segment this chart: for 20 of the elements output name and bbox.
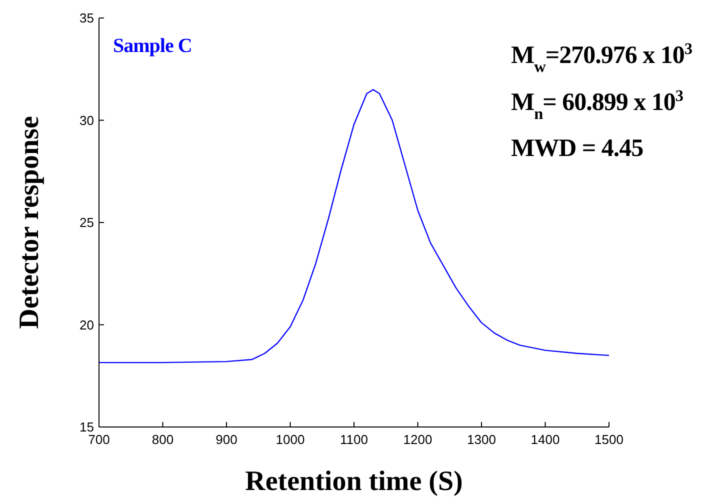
annotation: Sample C <box>113 35 192 57</box>
x-tick-label: 800 <box>152 432 174 447</box>
y-tick-label: 35 <box>80 10 94 26</box>
y-tick-label: 15 <box>80 420 94 434</box>
y-axis-title: Detector response <box>14 116 45 329</box>
y-tick-label: 20 <box>80 317 94 332</box>
x-tick-label: 1000 <box>276 432 305 447</box>
y-tick-label: 25 <box>80 215 94 230</box>
x-tick-label: 1200 <box>403 432 432 447</box>
x-tick-label: 1400 <box>530 432 560 447</box>
x-axis-title: Retention time (S) <box>245 466 463 497</box>
annotation: M$_{w}$=270.976 x 10$^{3}$ <box>511 40 692 76</box>
x-tick-label: 900 <box>216 432 238 447</box>
x-tick-label: 700 <box>88 432 110 447</box>
annotation: MWD = 4.45 <box>511 135 644 162</box>
annotation: M$_{n}$= 60.899 x 10$^{3}$ <box>511 87 684 123</box>
x-tick-label: 1500 <box>594 432 624 447</box>
x-tick-label: 1100 <box>340 432 368 447</box>
x-tick-label: 1300 <box>467 432 496 447</box>
y-tick-label: 30 <box>80 112 94 128</box>
